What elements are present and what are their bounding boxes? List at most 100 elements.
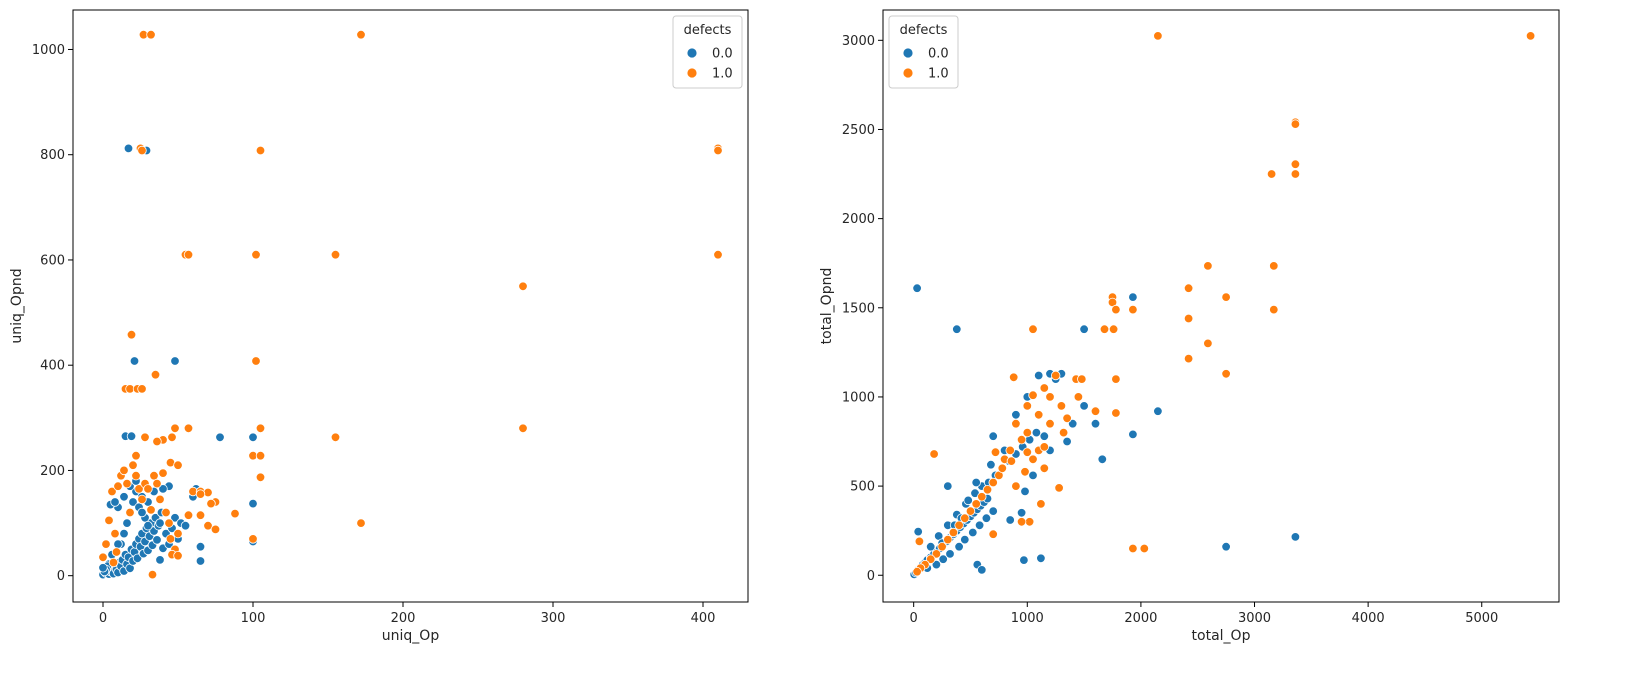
left-y-axis-title: uniq_Opnd: [9, 268, 25, 343]
data-point: [356, 30, 366, 40]
data-point: [1039, 383, 1050, 393]
x-tick-label: 400: [691, 611, 716, 626]
data-point: [195, 556, 206, 566]
data-point: [988, 529, 998, 539]
data-point: [140, 432, 150, 443]
data-point: [914, 536, 925, 547]
data-point: [1009, 372, 1019, 383]
data-point: [119, 492, 129, 502]
data-point: [974, 520, 985, 531]
data-point: [971, 477, 981, 488]
y-tick-label: 400: [40, 359, 65, 374]
data-point: [330, 249, 341, 260]
left-scatter-panel: 0 100 200 300 400 0 200 400 600 800 1000 uniq_Op uni…: [9, 9, 749, 644]
data-point: [1290, 532, 1301, 542]
data-point: [195, 510, 206, 520]
data-point: [1005, 515, 1015, 525]
data-point: [1005, 445, 1015, 456]
data-point: [255, 451, 266, 461]
data-point: [123, 143, 134, 154]
data-point: [1024, 517, 1035, 527]
data-point: [1183, 353, 1194, 364]
data-point: [1111, 408, 1121, 418]
data-point: [129, 356, 140, 366]
data-point: [110, 497, 120, 507]
data-point: [931, 559, 942, 570]
data-point: [137, 494, 147, 505]
data-point: [929, 449, 939, 459]
data-point: [960, 513, 970, 523]
data-point: [968, 527, 978, 538]
data-point: [1039, 463, 1050, 474]
data-point: [146, 505, 156, 515]
data-point: [101, 539, 111, 549]
data-point: [945, 549, 955, 559]
data-point: [173, 551, 183, 561]
x-tick-label: 5000: [1465, 611, 1498, 626]
data-point: [248, 432, 258, 443]
data-point: [195, 542, 206, 552]
data-point: [152, 535, 162, 545]
data-point: [1016, 508, 1027, 518]
x-tick-label: 0: [910, 611, 918, 626]
data-point: [948, 527, 959, 538]
data-point: [1183, 283, 1194, 293]
data-point: [931, 549, 942, 559]
data-point: [230, 508, 240, 519]
data-point: [1111, 304, 1121, 315]
data-point: [113, 481, 123, 491]
data-point: [137, 384, 147, 394]
data-point: [986, 460, 996, 470]
data-point: [183, 510, 194, 520]
data-point: [1290, 159, 1301, 169]
data-point: [155, 555, 165, 565]
data-point: [1108, 324, 1119, 334]
data-point: [990, 447, 1001, 457]
data-point: [981, 513, 992, 523]
data-point: [926, 542, 936, 552]
data-point: [982, 485, 993, 495]
data-point: [146, 30, 156, 40]
data-point: [977, 492, 987, 502]
data-point: [173, 460, 183, 470]
data-point: [113, 539, 123, 549]
data-point: [943, 481, 953, 491]
data-point: [713, 145, 723, 156]
data-point: [330, 432, 341, 443]
data-point: [1058, 427, 1069, 438]
x-tick-label: 100: [241, 611, 266, 626]
right-y-axis-title: total_Opnd: [819, 268, 835, 345]
data-point: [1062, 413, 1072, 424]
data-point: [1079, 324, 1089, 334]
data-point: [1020, 467, 1030, 477]
data-point: [183, 249, 194, 260]
data-point: [1269, 261, 1279, 271]
left-legend: defects 0.0 1.0: [672, 15, 743, 89]
legend-title: defects: [900, 23, 948, 38]
data-point: [1022, 401, 1033, 411]
data-point: [1020, 486, 1030, 497]
data-point: [1269, 304, 1279, 315]
data-point: [1073, 392, 1084, 402]
data-point: [1099, 324, 1110, 334]
y-tick-label: 0: [57, 569, 65, 584]
y-tick-label: 200: [40, 464, 65, 479]
data-point: [210, 524, 221, 535]
data-point: [1022, 427, 1033, 438]
data-point: [977, 565, 987, 575]
data-point: [125, 507, 135, 518]
data-point: [167, 432, 177, 443]
legend-label: 1.0: [928, 67, 949, 82]
x-tick-label: 1000: [1011, 611, 1044, 626]
data-point: [965, 506, 976, 516]
data-point: [183, 423, 194, 434]
data-point: [152, 436, 162, 447]
data-point: [1290, 119, 1301, 129]
right-x-axis-title: total_Op: [1192, 628, 1251, 644]
data-point: [954, 542, 964, 552]
data-point: [248, 534, 258, 544]
y-tick-label: 0: [867, 569, 875, 584]
legend-marker: [902, 47, 914, 59]
data-point: [1031, 427, 1042, 438]
